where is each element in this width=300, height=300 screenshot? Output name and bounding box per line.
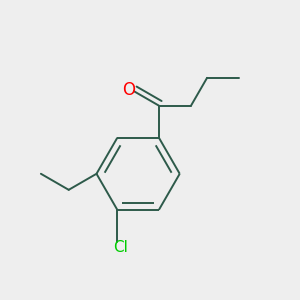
- Text: O: O: [122, 81, 135, 99]
- Text: Cl: Cl: [113, 240, 128, 255]
